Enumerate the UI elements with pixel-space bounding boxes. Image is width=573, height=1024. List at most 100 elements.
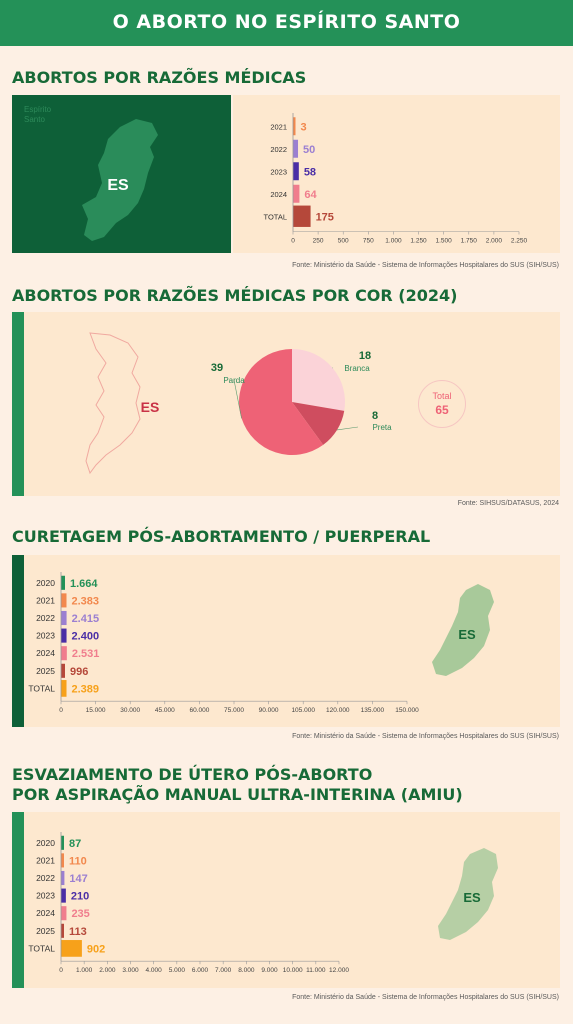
bar bbox=[61, 663, 65, 678]
value-label: 175 bbox=[316, 211, 334, 223]
bar bbox=[293, 139, 299, 158]
tick-label: 9.000 bbox=[261, 967, 278, 974]
tick-label: 12.000 bbox=[329, 967, 349, 974]
slice-category-label: Parda bbox=[223, 376, 245, 385]
pie-slice bbox=[292, 402, 345, 445]
bar bbox=[61, 923, 64, 938]
bar bbox=[61, 680, 67, 697]
es-map-shape-s4 bbox=[438, 848, 498, 940]
tick-label: 75.000 bbox=[224, 707, 244, 714]
bar bbox=[61, 628, 67, 643]
category-label: 2023 bbox=[36, 631, 55, 641]
category-label: 2025 bbox=[36, 666, 55, 676]
section-title-medical: ABORTOS POR RAZÕES MÉDICAS bbox=[12, 68, 307, 87]
pie-slice bbox=[238, 349, 324, 455]
bar-chart-amiu: 2020 87 2021 110 2022 147 2023 210 2024 235 2025 11… bbox=[28, 832, 349, 974]
tick-label: 250 bbox=[313, 238, 324, 245]
es-map-label-s4: ES bbox=[463, 890, 481, 905]
tick-label: 2.000 bbox=[486, 238, 503, 245]
tick-label: 500 bbox=[338, 238, 349, 245]
map-caption: Espírito Santo bbox=[24, 105, 52, 124]
slice-category-label: Branca bbox=[344, 364, 370, 373]
es-map-outline bbox=[85, 332, 141, 475]
source-s3: Fonte: Ministério da Saúde - Sistema de … bbox=[292, 733, 559, 740]
tick-label: 8.000 bbox=[238, 967, 255, 974]
tick-label: 6.000 bbox=[192, 967, 209, 974]
tick-label: 90.000 bbox=[259, 707, 279, 714]
category-label: TOTAL bbox=[28, 683, 55, 693]
category-label: 2020 bbox=[36, 578, 55, 588]
tick-label: 2.250 bbox=[511, 238, 528, 245]
bar bbox=[61, 646, 67, 661]
tick-label: 60.000 bbox=[189, 707, 209, 714]
tick-label: 150.000 bbox=[395, 707, 419, 714]
bar bbox=[293, 117, 296, 136]
value-label: 1.664 bbox=[70, 578, 98, 590]
es-map-label-s2: ES bbox=[141, 399, 160, 415]
map-panel-dark: Espírito Santo ES bbox=[12, 95, 231, 253]
bar bbox=[61, 888, 66, 903]
category-label: 2021 bbox=[36, 855, 55, 865]
bar-chart-medical: 2021 3 2022 50 2023 58 2024 64 TOTAL 175 0 250 500 75… bbox=[264, 113, 528, 245]
bar bbox=[293, 162, 299, 181]
tick-label: 3.000 bbox=[122, 967, 139, 974]
value-label: 2.383 bbox=[71, 595, 99, 607]
category-label: 2024 bbox=[36, 648, 55, 658]
category-label: 2023 bbox=[36, 891, 55, 901]
tick-label: 0 bbox=[59, 707, 63, 714]
es-map-label-s3: ES bbox=[458, 627, 476, 642]
category-label: 2025 bbox=[36, 926, 55, 936]
tick-label: 135.000 bbox=[361, 707, 385, 714]
leader-line bbox=[336, 426, 359, 431]
slice-value-label: 8 bbox=[372, 410, 378, 422]
value-label: 110 bbox=[69, 855, 87, 867]
bar-chart-curetagem: 2020 1.664 2021 2.383 2022 2.415 2023 2.400 2024… bbox=[28, 572, 419, 714]
leader-line bbox=[233, 379, 242, 419]
pie-slice bbox=[292, 349, 345, 411]
tick-label: 0 bbox=[291, 238, 295, 245]
bar bbox=[61, 593, 67, 608]
value-label: 87 bbox=[69, 838, 81, 850]
value-label: 2.400 bbox=[72, 631, 100, 643]
tick-label: 1.000 bbox=[385, 238, 402, 245]
es-map-s3: ES bbox=[432, 584, 494, 676]
tick-label: 30.000 bbox=[120, 707, 140, 714]
value-label: 64 bbox=[304, 189, 317, 201]
tick-label: 105.000 bbox=[291, 707, 315, 714]
value-label: 2.415 bbox=[72, 613, 100, 625]
source-s2: Fonte: SIHSUS/DATASUS, 2024 bbox=[457, 500, 559, 507]
value-label: 2.389 bbox=[72, 683, 100, 695]
category-label: 2020 bbox=[36, 838, 55, 848]
total-label: Total bbox=[432, 391, 452, 401]
es-map-s4: ES bbox=[438, 848, 498, 940]
chart1-panel bbox=[233, 95, 560, 253]
slice-category-label: Preta bbox=[372, 423, 392, 432]
bar bbox=[293, 205, 311, 227]
bar bbox=[61, 835, 64, 850]
value-label: 50 bbox=[303, 144, 315, 156]
section-title-color: ABORTOS POR RAZÕES MÉDICAS POR COR (2024… bbox=[12, 286, 458, 305]
category-label: 2022 bbox=[36, 613, 55, 623]
category-label: TOTAL bbox=[264, 212, 287, 221]
value-label: 210 bbox=[71, 891, 89, 903]
tick-label: 1.250 bbox=[410, 238, 427, 245]
es-map-s2: ES bbox=[85, 332, 160, 475]
category-label: 2023 bbox=[270, 167, 287, 176]
total-circle: Total 65 bbox=[418, 380, 466, 428]
es-map-shape-s3 bbox=[432, 584, 494, 676]
tick-label: 0 bbox=[59, 967, 63, 974]
tick-label: 1.500 bbox=[436, 238, 453, 245]
section-title-amiu-1: ESVAZIAMENTO DE ÚTERO PÓS-ABORTO bbox=[12, 765, 373, 784]
bar bbox=[61, 853, 64, 868]
tick-label: 2.000 bbox=[99, 967, 116, 974]
tick-label: 750 bbox=[363, 238, 374, 245]
category-label: TOTAL bbox=[28, 943, 55, 953]
total-value: 65 bbox=[435, 403, 449, 417]
header-banner: O ABORTO NO ESPÍRITO SANTO bbox=[0, 0, 573, 46]
tick-label: 4.000 bbox=[146, 967, 163, 974]
page-title: O ABORTO NO ESPÍRITO SANTO bbox=[112, 11, 461, 33]
bar bbox=[61, 610, 67, 626]
section-title-amiu-2: POR ASPIRAÇÃO MANUAL ULTRA-INTERINA (AMI… bbox=[12, 785, 463, 804]
category-label: 2024 bbox=[270, 190, 287, 199]
